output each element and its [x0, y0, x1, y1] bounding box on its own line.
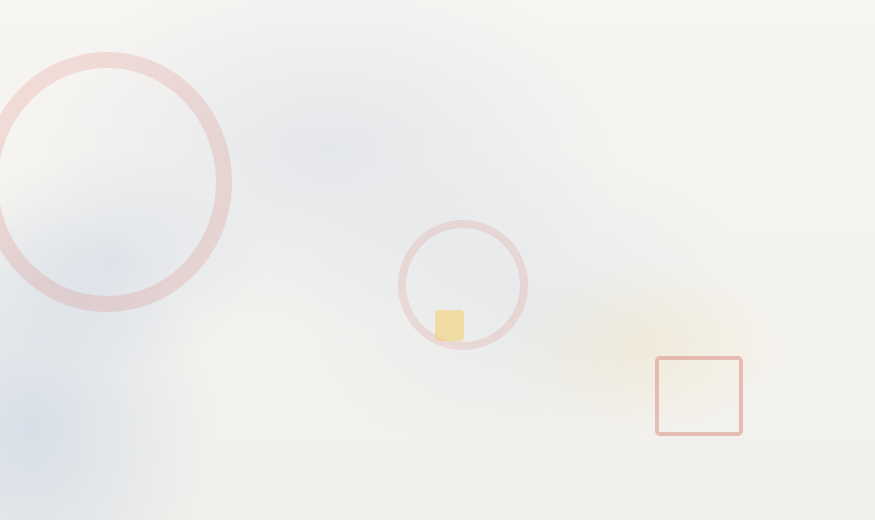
square-seal-watermark [655, 356, 743, 436]
siza-watermark [427, 310, 464, 341]
logo-circle-watermark [398, 220, 528, 350]
siza-logo-box [435, 310, 464, 341]
